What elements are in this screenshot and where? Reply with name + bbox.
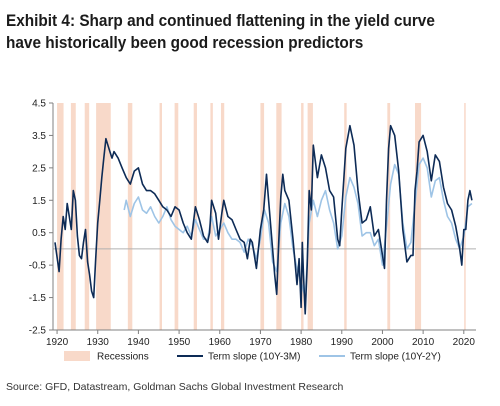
recession-band — [159, 103, 163, 330]
recession-band — [193, 103, 197, 330]
legend: Recessions Term slope (10Y-3M) Term slope … — [64, 351, 441, 363]
recession-band — [276, 103, 282, 330]
series-line-10y3m — [54, 124, 473, 315]
chart-title-line-1: Exhibit 4: Sharp and continued flattenin… — [6, 12, 435, 30]
y-tick-label: -1.5 — [29, 293, 47, 304]
x-tick-label: 1950 — [168, 337, 191, 348]
recession-band — [96, 103, 111, 330]
x-tick-label: 2020 — [453, 337, 476, 348]
recession-band — [220, 103, 225, 330]
series-lines — [54, 124, 473, 315]
chart-title: Exhibit 4: Sharp and continued flattenin… — [6, 10, 460, 54]
recession-band — [464, 103, 466, 330]
x-tick-label: 1930 — [87, 337, 110, 348]
x-tick-label: 1960 — [209, 337, 232, 348]
recession-band — [387, 103, 391, 330]
y-tick-label: -0.5 — [29, 261, 47, 272]
x-tick-label: 1980 — [290, 337, 313, 348]
legend-swatch-recessions — [64, 351, 90, 361]
source-note: Source: GFD, Datastream, Goldman Sachs G… — [6, 381, 344, 393]
x-tick-label: 1970 — [249, 337, 272, 348]
legend-label-10y2y: Term slope (10Y-2Y) — [350, 352, 441, 363]
x-tick-label: 2000 — [371, 337, 394, 348]
recession-band — [174, 103, 179, 330]
recession-band — [301, 103, 304, 330]
recession-band — [344, 103, 347, 330]
y-tick-label: 3.5 — [32, 131, 46, 142]
x-tick-label: 1920 — [46, 337, 69, 348]
recession-band — [57, 103, 64, 330]
y-tick-label: -2.5 — [29, 326, 47, 337]
recession-band — [414, 103, 422, 330]
y-tick-label: 2.5 — [32, 163, 46, 174]
recession-band — [84, 103, 90, 330]
x-tick-label: 2010 — [412, 337, 435, 348]
y-tick-label: 0.5 — [32, 228, 46, 239]
recession-bands — [57, 103, 466, 330]
legend-label-recessions: Recessions — [97, 352, 149, 363]
y-tick-label: 4.5 — [32, 99, 46, 110]
legend-label-10y3m: Term slope (10Y-3M) — [208, 352, 300, 363]
recession-band — [70, 103, 76, 330]
x-tick-label: 1940 — [127, 337, 150, 348]
x-tick-label: 1990 — [331, 337, 354, 348]
y-tick-label: 1.5 — [32, 196, 46, 207]
chart-title-line-2: have historically been good recession pr… — [6, 34, 364, 52]
